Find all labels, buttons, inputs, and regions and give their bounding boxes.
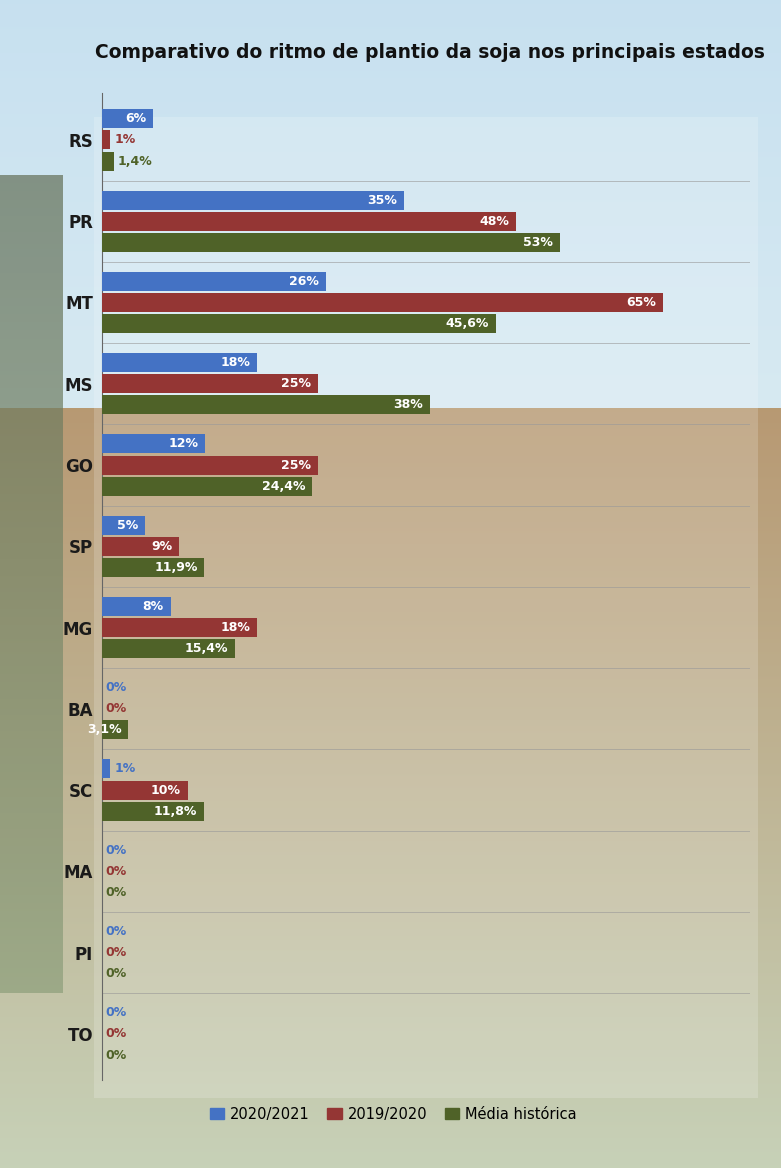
Bar (102, 801, 204, 821)
Text: 0%: 0% (106, 843, 127, 857)
Bar (102, 353, 257, 373)
Text: 0%: 0% (106, 887, 127, 899)
Text: 0%: 0% (106, 1049, 127, 1062)
Text: 15,4%: 15,4% (184, 642, 228, 655)
Bar (102, 434, 205, 453)
Bar (102, 558, 205, 577)
Bar (102, 759, 110, 779)
Text: 1%: 1% (115, 763, 136, 776)
Text: 0%: 0% (106, 1028, 127, 1041)
Text: 3,1%: 3,1% (87, 723, 121, 737)
Text: 53%: 53% (522, 236, 553, 249)
Bar (102, 395, 430, 415)
Text: 18%: 18% (220, 356, 250, 369)
Text: 45,6%: 45,6% (445, 317, 489, 331)
Text: 0%: 0% (106, 967, 127, 980)
Text: Comparativo do ritmo de plantio da soja nos principais estados: Comparativo do ritmo de plantio da soja … (95, 43, 765, 62)
Bar (102, 190, 404, 209)
Bar (102, 639, 234, 659)
Text: 9%: 9% (152, 540, 173, 552)
Bar (102, 293, 663, 312)
Bar (102, 618, 257, 637)
Text: 65%: 65% (626, 296, 656, 310)
Text: 5%: 5% (116, 519, 137, 531)
Bar (102, 597, 171, 616)
Bar (102, 780, 188, 800)
Bar (102, 721, 128, 739)
Text: 38%: 38% (394, 398, 423, 411)
Text: 0%: 0% (106, 925, 127, 938)
Text: 12%: 12% (169, 437, 198, 451)
Text: 1,4%: 1,4% (118, 154, 153, 167)
Bar (102, 152, 113, 171)
Text: 26%: 26% (290, 274, 319, 287)
Text: 0%: 0% (106, 1007, 127, 1020)
Text: 0%: 0% (106, 702, 127, 715)
Text: 0%: 0% (106, 946, 127, 959)
Text: 25%: 25% (280, 459, 311, 472)
Text: 0%: 0% (106, 864, 127, 878)
Bar (102, 131, 110, 150)
Bar (102, 477, 312, 495)
Bar (102, 211, 516, 231)
Text: 24,4%: 24,4% (262, 480, 305, 493)
Text: 11,8%: 11,8% (153, 805, 197, 818)
Text: 1%: 1% (115, 133, 136, 146)
Bar (102, 232, 560, 252)
Text: 0%: 0% (106, 681, 127, 694)
Bar (94, 117, 758, 1098)
Bar (102, 537, 180, 556)
Text: 48%: 48% (480, 215, 509, 228)
Bar (102, 515, 144, 535)
Legend: 2020/2021, 2019/2020, Média histórica: 2020/2021, 2019/2020, Média histórica (204, 1100, 583, 1127)
Text: 10%: 10% (151, 784, 181, 797)
Bar (102, 272, 326, 291)
Text: 11,9%: 11,9% (154, 561, 198, 573)
Bar (102, 456, 318, 474)
Text: 35%: 35% (367, 194, 397, 207)
Text: 6%: 6% (125, 112, 147, 125)
Bar (102, 374, 318, 394)
Bar (102, 110, 153, 128)
Text: 25%: 25% (280, 377, 311, 390)
Text: 18%: 18% (220, 621, 250, 634)
Text: 8%: 8% (143, 600, 164, 613)
Bar (102, 314, 496, 333)
